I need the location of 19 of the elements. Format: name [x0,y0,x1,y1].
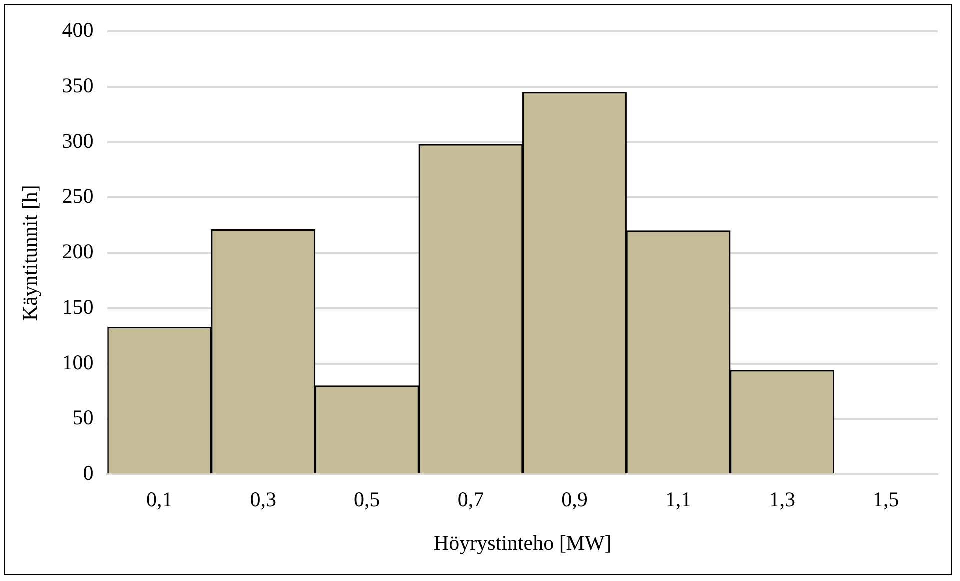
y-tick-label: 0 [83,461,94,486]
x-tick-label: 1,3 [769,488,796,512]
y-tick-label: 250 [62,184,94,208]
x-tick-label: 1,5 [872,488,900,512]
y-tick-label: 150 [62,294,94,319]
y-tick-label: 350 [62,73,94,98]
y-tick-label: 300 [62,128,94,153]
x-tick-label: 0,7 [458,488,484,512]
y-axis-title: Käyntitunnit [h] [18,185,42,322]
x-tick-label: 1,1 [665,488,692,512]
x-tick-label: 0,9 [562,488,588,512]
y-tick-label: 50 [72,406,94,430]
x-axis-title: Höyrystinteho [MW] [434,530,612,555]
x-tick-label: 0,3 [250,488,277,512]
y-tick-label: 200 [62,240,94,264]
x-tick-label: 0,5 [354,488,380,512]
y-tick-label: 100 [62,350,94,374]
y-tick-label: 400 [62,18,94,42]
x-tick-label: 0,1 [146,488,173,512]
